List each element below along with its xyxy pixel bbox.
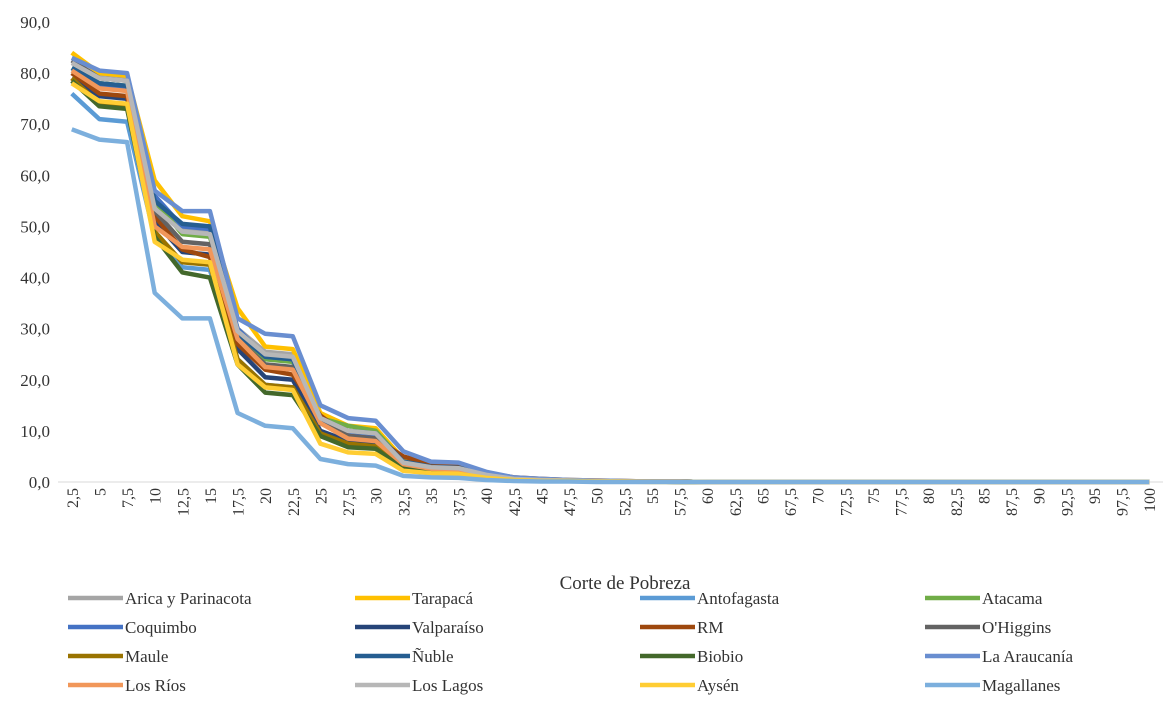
x-tick-label: 77,5 — [894, 488, 911, 516]
legend-label: Magallanes — [982, 676, 1060, 695]
x-tick-label: 85 — [976, 488, 993, 504]
x-tick-label: 15 — [203, 488, 220, 504]
series-line — [70, 66, 1150, 485]
x-tick-label: 25 — [313, 488, 330, 504]
y-tick-label: 90,0 — [20, 13, 50, 32]
x-tick-label: 42,5 — [507, 488, 524, 516]
x-tick-label: 45 — [534, 488, 551, 504]
x-tick-label: 62,5 — [728, 488, 745, 516]
legend: Arica y Parinacota Tarapacá Antofagasta Ata… — [68, 589, 1074, 695]
x-tick-label: 40 — [479, 488, 496, 504]
x-tick-label: 80 — [921, 488, 938, 504]
series-lines — [70, 50, 1150, 485]
legend-label: RM — [697, 618, 723, 637]
x-tick-label: 65 — [755, 488, 772, 504]
x-tick-label: 2,5 — [65, 488, 82, 508]
x-tick-label: 32,5 — [396, 488, 413, 516]
y-tick-label: 50,0 — [20, 217, 50, 236]
series-line — [70, 60, 1150, 485]
x-tick-label: 60 — [700, 488, 717, 504]
x-tick-label: 72,5 — [838, 488, 855, 516]
x-tick-label: 52,5 — [617, 488, 634, 516]
legend-label: Ñuble — [412, 647, 454, 666]
series-line — [70, 55, 1150, 485]
x-tick-label: 70 — [811, 488, 828, 504]
y-tick-label: 30,0 — [20, 320, 50, 339]
y-tick-label: 80,0 — [20, 64, 50, 83]
series-line — [70, 50, 1150, 485]
x-tick-label: 97,5 — [1115, 488, 1132, 516]
series-line — [70, 60, 1150, 485]
x-tick-label: 20 — [258, 488, 275, 504]
x-tick-label: 5 — [92, 488, 109, 496]
series-line — [70, 71, 1150, 485]
legend-label: Coquimbo — [125, 618, 197, 637]
series-line — [70, 76, 1150, 485]
x-tick-label: 37,5 — [452, 488, 469, 516]
legend-label: Aysén — [697, 676, 739, 695]
series-line — [70, 81, 1150, 485]
x-tick-label: 12,5 — [175, 488, 192, 516]
x-tick-label: 57,5 — [673, 488, 690, 516]
x-tick-label: 92,5 — [1059, 488, 1076, 516]
x-tick-label: 22,5 — [286, 488, 303, 516]
x-tick-label: 55 — [645, 488, 662, 504]
y-tick-label: 20,0 — [20, 371, 50, 390]
x-tick-label: 35 — [424, 488, 441, 504]
y-tick-label: 0,0 — [29, 473, 50, 492]
x-tick-label: 30 — [369, 488, 386, 504]
legend-label: Tarapacá — [412, 589, 474, 608]
x-tick-label: 87,5 — [1004, 488, 1021, 516]
legend-label: Los Lagos — [412, 676, 483, 695]
legend-label: Atacama — [982, 589, 1043, 608]
legend-label: Arica y Parinacota — [125, 589, 252, 608]
x-tick-label: 95 — [1087, 488, 1104, 504]
series-line — [70, 58, 1150, 485]
x-tick-label: 47,5 — [562, 488, 579, 516]
series-line — [70, 79, 1150, 485]
legend-label: Valparaíso — [412, 618, 484, 637]
x-tick-label: 10 — [148, 488, 165, 504]
x-tick-label: 90 — [1032, 488, 1049, 504]
legend-label: Maule — [125, 647, 168, 666]
x-tick-label: 82,5 — [949, 488, 966, 516]
legend-label: Los Ríos — [125, 676, 186, 695]
series-line — [70, 66, 1150, 485]
x-tick-label: 27,5 — [341, 488, 358, 516]
series-line — [70, 68, 1150, 485]
series-line — [71, 127, 1150, 485]
y-tick-label: 10,0 — [20, 422, 50, 441]
x-tick-label: 7,5 — [120, 488, 137, 508]
legend-label: O'Higgins — [982, 618, 1051, 637]
series-line — [70, 76, 1150, 485]
x-tick-label: 50 — [590, 488, 607, 504]
x-tick-label: 17,5 — [231, 488, 248, 516]
legend-label: La Araucanía — [982, 647, 1074, 666]
x-tick-label: 67,5 — [783, 488, 800, 516]
legend-label: Biobio — [697, 647, 743, 666]
x-tick-label: 100 — [1142, 488, 1159, 512]
series-line — [70, 71, 1150, 485]
y-tick-label: 70,0 — [20, 115, 50, 134]
y-tick-label: 40,0 — [20, 269, 50, 288]
x-tick-label: 75 — [866, 488, 883, 504]
y-tick-label: 60,0 — [20, 166, 50, 185]
legend-label: Antofagasta — [697, 589, 780, 608]
x-axis-label: Corte de Pobreza — [560, 573, 691, 594]
